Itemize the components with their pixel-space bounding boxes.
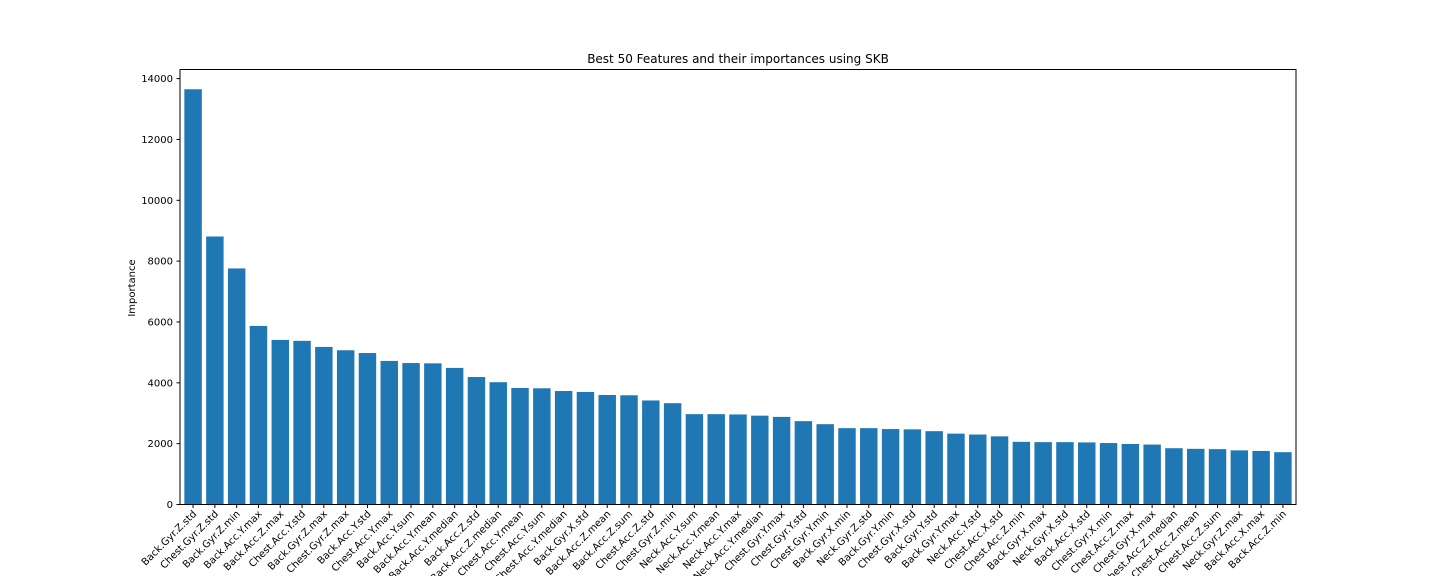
bar-14 <box>489 382 507 505</box>
bar-25 <box>729 414 747 505</box>
bar-44 <box>1143 444 1161 505</box>
bar-18 <box>576 391 595 505</box>
bar-28 <box>794 421 813 505</box>
bar-10 <box>402 363 420 505</box>
bar-4 <box>271 339 289 505</box>
bar-33 <box>903 429 922 505</box>
y-axis-ticks: 0 2000 4000 6000 8000 10000 12000 14000 <box>141 74 180 511</box>
y-tick-label: 10000 <box>141 196 173 207</box>
y-tick-label: 8000 <box>148 257 173 268</box>
bar-0 <box>184 89 202 505</box>
bar-26 <box>751 415 769 505</box>
y-tick-label: 12000 <box>141 135 173 146</box>
bar-47 <box>1208 449 1227 505</box>
bar-7 <box>336 350 355 505</box>
bar-45 <box>1165 448 1183 505</box>
y-axis-label: Importance <box>127 259 138 316</box>
bar-3 <box>249 325 268 505</box>
bar-50 <box>1274 452 1292 505</box>
bar-13 <box>467 377 486 505</box>
bar-41 <box>1078 442 1096 505</box>
bar-2 <box>227 268 246 505</box>
bar-12 <box>445 367 464 505</box>
x-axis-ticks: Back.Gyr.Z.stdChest.Gyr.Z.stdBack.Gyr.Z.… <box>140 504 1289 576</box>
bar-39 <box>1034 442 1052 505</box>
bar-46 <box>1187 448 1205 505</box>
bar-5 <box>293 340 311 505</box>
y-tick-label: 6000 <box>148 317 173 328</box>
plot-area-frame <box>179 69 1297 505</box>
bar-21 <box>642 400 660 505</box>
bar-23 <box>685 414 704 505</box>
bar-34 <box>925 431 943 505</box>
y-tick-label: 0 <box>167 500 173 511</box>
bar-9 <box>380 360 398 505</box>
bar-43 <box>1121 443 1140 505</box>
bar-30 <box>838 428 856 505</box>
bar-16 <box>533 388 551 505</box>
bar-38 <box>1012 441 1031 505</box>
bar-15 <box>511 387 529 505</box>
y-tick-label: 14000 <box>141 74 173 85</box>
bar-22 <box>663 403 682 505</box>
bar-1 <box>206 236 224 505</box>
bar-6 <box>315 346 333 505</box>
bar-31 <box>860 428 878 505</box>
y-tick-label: 4000 <box>148 378 173 389</box>
bar-42 <box>1099 443 1118 505</box>
bar-19 <box>598 394 616 505</box>
bar-20 <box>620 395 638 505</box>
chart-title: Best 50 Features and their importances u… <box>587 52 889 66</box>
bar-27 <box>772 416 791 505</box>
bar-24 <box>707 414 725 505</box>
bar-37 <box>990 436 1009 505</box>
bar-29 <box>816 424 834 505</box>
bar-35 <box>947 433 965 505</box>
bar-17 <box>554 391 573 505</box>
bar-48 <box>1230 450 1249 505</box>
bar-36 <box>969 434 987 505</box>
bar-11 <box>424 363 442 505</box>
bar-32 <box>881 429 900 505</box>
y-tick-label: 2000 <box>148 439 173 450</box>
bar-40 <box>1056 442 1074 505</box>
bars-group <box>184 89 1292 505</box>
bar-49 <box>1252 450 1270 505</box>
bar-8 <box>358 353 377 505</box>
